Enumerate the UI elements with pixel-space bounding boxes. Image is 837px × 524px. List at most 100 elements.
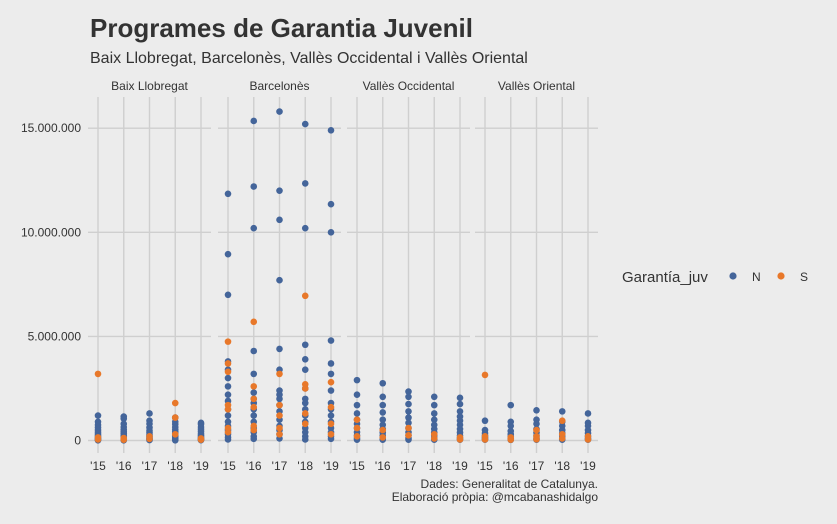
x-tick-label: '18 (426, 459, 442, 473)
point-s (327, 403, 335, 411)
caption-author: Elaboració pròpia: @mcabanashidalgo (392, 490, 599, 504)
x-tick-label: '17 (401, 459, 417, 473)
point-s (171, 430, 179, 438)
point-s (327, 420, 335, 428)
point-s (250, 395, 258, 403)
point-n (405, 414, 412, 421)
data-points (94, 108, 592, 444)
y-tick-label: 15.000.000 (21, 121, 81, 135)
point-n (456, 400, 464, 408)
point-n (301, 356, 309, 363)
point-n (353, 410, 361, 417)
point-n (224, 391, 232, 399)
point-s (456, 436, 464, 443)
point-s (301, 385, 309, 392)
point-n (250, 435, 258, 443)
point-s (276, 430, 283, 438)
point-s (250, 318, 258, 326)
point-n (584, 410, 592, 417)
y-tick-label: 10.000.000 (21, 225, 81, 239)
point-s (353, 424, 361, 432)
point-s (250, 426, 258, 434)
point-s (379, 434, 387, 441)
point-s (276, 401, 283, 409)
point-s (276, 412, 283, 419)
point-n (224, 383, 232, 390)
facet-label: Vallès Oriental (498, 79, 575, 93)
point-n (507, 401, 515, 409)
point-s (224, 368, 232, 376)
point-s (301, 420, 309, 428)
x-tick-label: '19 (193, 459, 209, 473)
point-s (558, 417, 566, 425)
point-n (146, 410, 153, 417)
point-n (353, 376, 361, 384)
point-n (327, 387, 335, 394)
facet-label: Vallès Occidental (363, 79, 455, 93)
point-n (405, 419, 412, 427)
point-n (301, 341, 309, 349)
x-tick-label: '16 (503, 459, 519, 473)
point-n (250, 117, 258, 125)
point-s (353, 433, 361, 440)
point-n (327, 412, 335, 419)
point-n (224, 412, 232, 419)
x-tick-label: '19 (323, 459, 339, 473)
x-tick-label: '18 (297, 459, 313, 473)
point-n (301, 436, 309, 443)
point-s (224, 428, 232, 436)
point-n (430, 410, 438, 417)
x-tick-label: '18 (167, 459, 183, 473)
point-n (353, 401, 361, 409)
x-tick-label: '17 (272, 459, 288, 473)
point-n (430, 393, 438, 401)
point-n (327, 200, 335, 208)
point-n (94, 412, 102, 419)
point-n (120, 415, 128, 422)
point-s (405, 424, 412, 432)
point-n (430, 416, 438, 423)
point-s (533, 435, 540, 443)
x-tick-label: '15 (220, 459, 236, 473)
y-tick-label: 0 (74, 434, 81, 448)
legend-label-s: S (800, 270, 808, 284)
chart-title: Programes de Garantia Juvenil (90, 13, 473, 43)
point-n (276, 345, 283, 353)
point-n (456, 394, 464, 402)
point-s (250, 383, 258, 390)
point-n (379, 416, 387, 423)
point-n (379, 379, 387, 387)
point-n (250, 412, 258, 419)
point-n (456, 408, 464, 415)
point-n (327, 337, 335, 344)
point-n (250, 370, 258, 378)
point-s (558, 435, 566, 442)
point-n (533, 420, 540, 428)
x-tick-label: '16 (116, 459, 132, 473)
legend-key-s (777, 272, 785, 280)
point-n (327, 127, 335, 134)
point-n (276, 276, 283, 284)
point-n (327, 370, 335, 378)
x-tick-label: '15 (349, 459, 365, 473)
point-n (171, 437, 179, 444)
point-s (430, 435, 438, 442)
point-n (301, 180, 309, 187)
point-n (276, 187, 283, 194)
x-tick-label: '15 (477, 459, 493, 473)
point-n (405, 388, 412, 395)
caption-source: Dades: Generalitat de Catalunya. (421, 477, 598, 491)
point-n (327, 229, 335, 236)
y-tick-label: 5.000.000 (28, 329, 82, 343)
point-s (171, 414, 179, 421)
point-s (327, 378, 335, 386)
point-n (353, 391, 361, 399)
point-n (224, 374, 232, 382)
point-s (533, 426, 540, 434)
x-tick-label: '15 (90, 459, 106, 473)
point-s (146, 435, 153, 443)
point-n (430, 401, 438, 409)
point-s (171, 399, 179, 407)
point-s (250, 403, 258, 411)
